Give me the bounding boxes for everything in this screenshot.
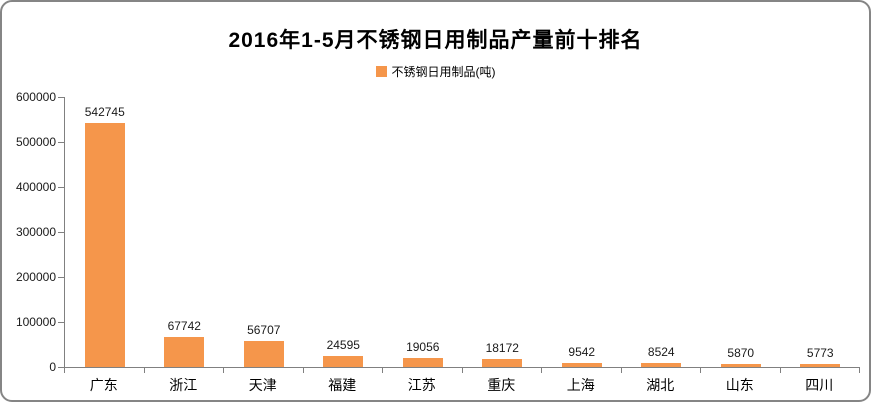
x-tick: [382, 368, 383, 373]
bar-value-label: 56707: [247, 323, 281, 337]
y-tick: [58, 232, 64, 233]
bar-column: 24595: [304, 97, 384, 367]
y-tick: [58, 97, 64, 98]
x-tick: [700, 368, 701, 373]
x-category-label: 山东: [725, 377, 754, 393]
x-tick: [462, 368, 463, 373]
bar-column: 56707: [224, 97, 304, 367]
bar-value-label: 24595: [326, 338, 360, 352]
y-tick-label: 0: [49, 360, 56, 374]
bar-column: 5773: [781, 97, 861, 367]
bar: [720, 364, 761, 367]
x-category-label: 江苏: [407, 377, 436, 393]
y-tick: [58, 322, 64, 323]
y-tick-label: 100000: [15, 315, 56, 329]
bar: [84, 123, 125, 367]
y-tick-label: 500000: [15, 135, 56, 149]
x-category-label: 浙江: [169, 377, 198, 393]
bar-value-label: 9542: [568, 345, 596, 359]
columns: 542745 67742 56707 24595 19056 18172 9542 8524 5…: [65, 97, 860, 367]
bar: [243, 341, 284, 367]
y-tick: [58, 187, 64, 188]
y-tick: [58, 367, 64, 368]
bar: [402, 358, 443, 367]
bar-value-label: 5870: [727, 346, 755, 360]
legend-label: 不锈钢日用制品(吨): [391, 65, 496, 79]
plot-area: 542745 67742 56707 24595 19056 18172 9542 8524 5…: [64, 97, 860, 368]
x-tick: [144, 368, 145, 373]
bar-value-label: 542745: [84, 105, 125, 119]
bar-value-label: 5773: [806, 346, 834, 360]
x-category-label: 湖北: [646, 377, 675, 393]
bar-column: 19056: [383, 97, 463, 367]
y-axis-ticks: [58, 97, 64, 368]
bar-column: 67742: [145, 97, 225, 367]
x-tick: [64, 368, 65, 373]
x-tick: [303, 368, 304, 373]
x-category-labels: 广东 浙江 天津 福建 江苏 重庆 上海 湖北 山东 四川: [64, 375, 859, 395]
legend: 不锈钢日用制品(吨): [2, 63, 869, 80]
x-category-label: 天津: [248, 377, 277, 393]
bar-value-label: 18172: [485, 341, 519, 355]
y-tick: [58, 277, 64, 278]
x-category-label: 四川: [805, 377, 834, 393]
x-tick: [859, 368, 860, 373]
bar-column: 8524: [622, 97, 702, 367]
bar-column: 9542: [542, 97, 622, 367]
x-tick: [780, 368, 781, 373]
bar-value-label: 8524: [647, 345, 675, 359]
bar-column: 5870: [701, 97, 781, 367]
bar-column: 18172: [463, 97, 543, 367]
bar-value-label: 19056: [406, 340, 440, 354]
x-tick: [541, 368, 542, 373]
bar: [561, 363, 602, 367]
y-axis-labels: 0 100000 200000 300000 400000 500000 600000: [2, 90, 56, 374]
legend-swatch: [375, 66, 387, 77]
chart-title: 2016年1-5月不锈钢日用制品产量前十排名: [228, 29, 643, 52]
y-tick-label: 600000: [15, 90, 56, 104]
x-category-label: 重庆: [487, 377, 516, 393]
bar: [800, 364, 841, 367]
bar: [482, 359, 523, 367]
x-axis-ticks: [64, 368, 860, 373]
bar: [164, 337, 205, 367]
bar-column: 542745: [65, 97, 145, 367]
y-tick-label: 300000: [15, 225, 56, 239]
x-category-label: 广东: [89, 377, 118, 393]
x-category-label: 福建: [328, 377, 357, 393]
y-tick: [58, 142, 64, 143]
bar: [323, 356, 364, 367]
bar: [641, 363, 682, 367]
x-tick: [223, 368, 224, 373]
x-tick: [621, 368, 622, 373]
y-tick-label: 200000: [15, 270, 56, 284]
y-tick-label: 400000: [15, 180, 56, 194]
bar-value-label: 67742: [167, 319, 201, 333]
x-category-label: 上海: [566, 377, 595, 393]
